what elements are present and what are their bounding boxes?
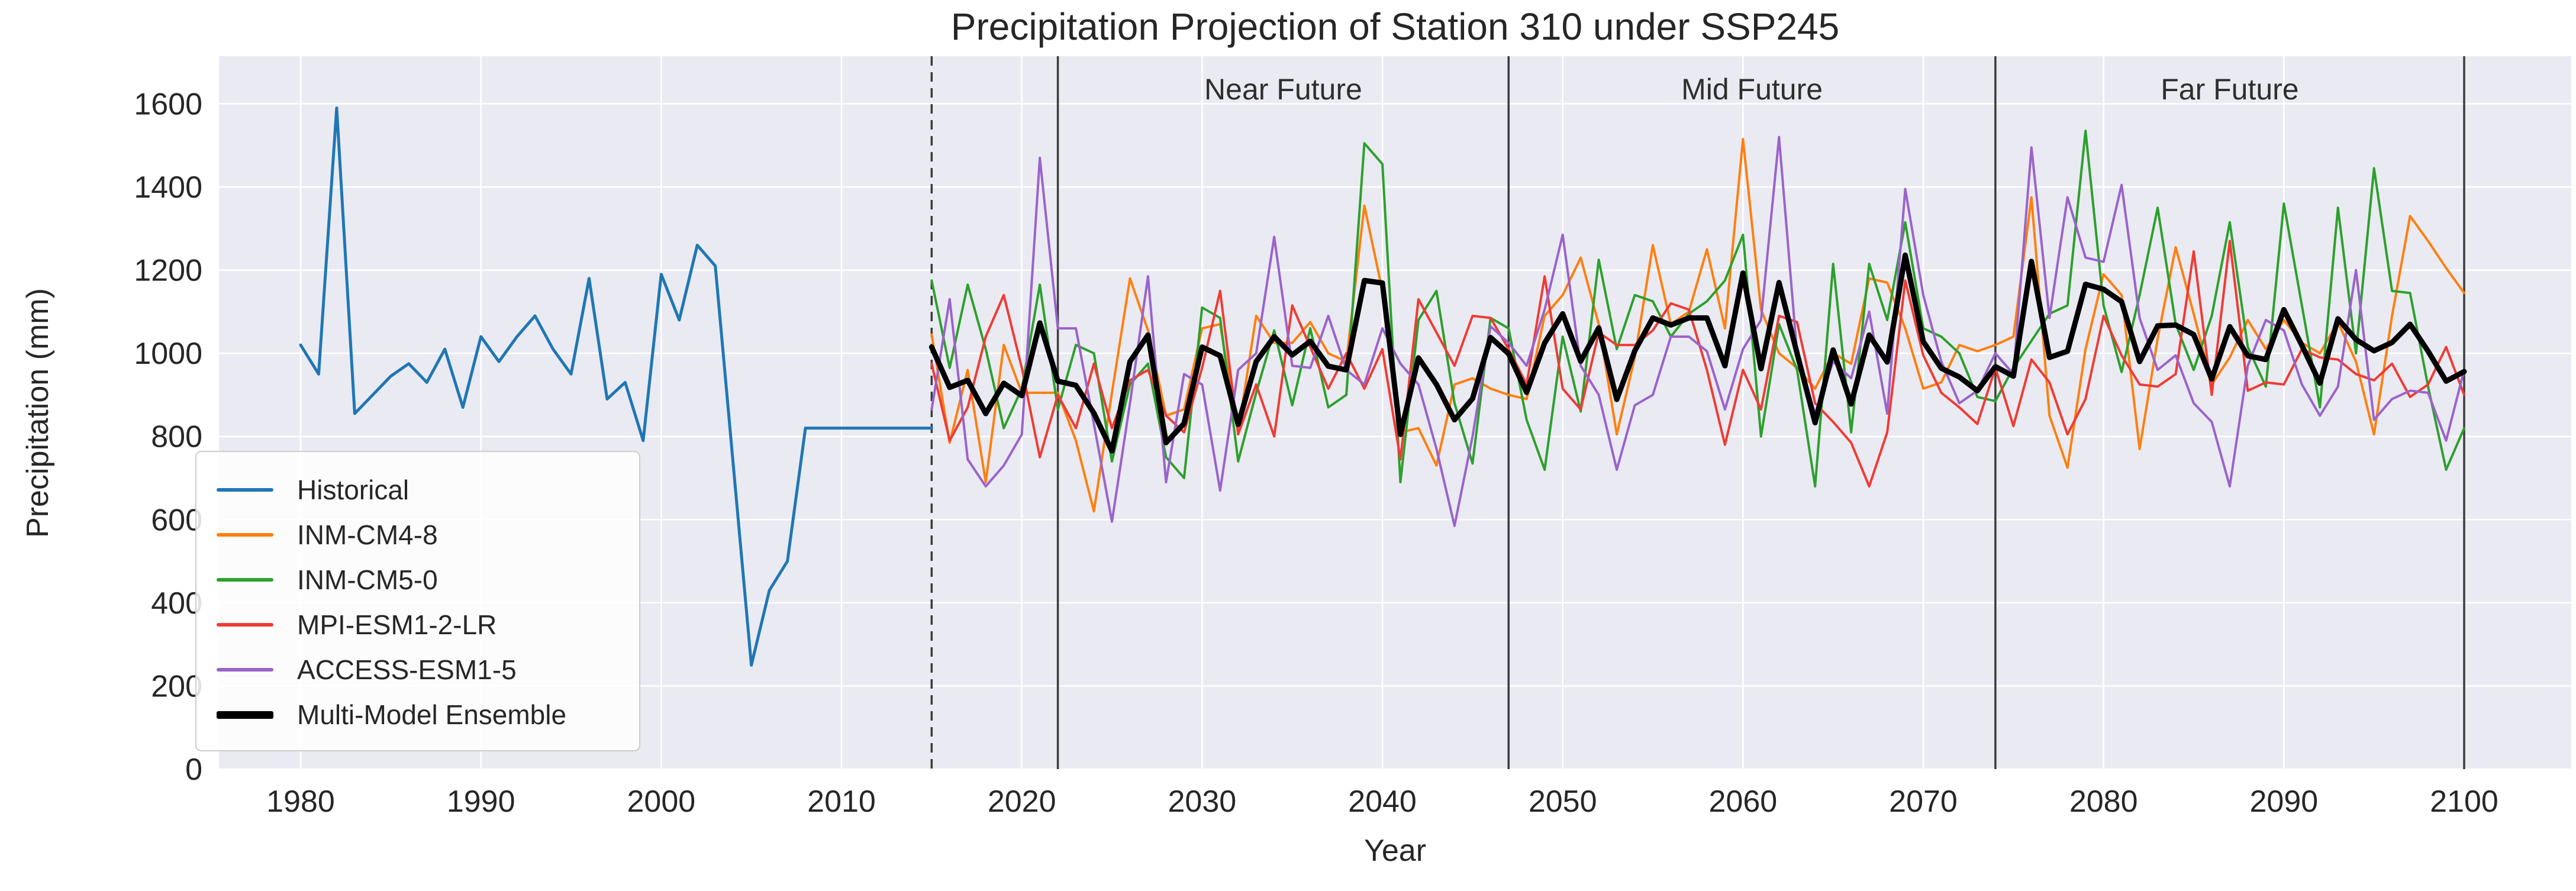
x-axis-label: Year [1363,834,1427,868]
legend-swatch-icon [217,533,273,537]
series-line-inm-cm5-0 [930,130,2466,488]
legend-item: Multi-Model Ensemble [217,692,639,737]
legend-label: ACCESS-ESM1-5 [297,654,517,685]
y-tick-label: 1200 [134,254,202,288]
legend-swatch-icon [217,488,273,492]
series-line-multi-model-ensemble [928,252,2467,454]
y-tick-label: 0 [185,753,202,787]
x-tick-label: 2010 [807,785,876,819]
x-tick-label: 1990 [447,785,515,819]
y-tick-label: 600 [151,503,202,537]
y-tick-label: 1400 [134,170,202,205]
x-tick-label: 2080 [2069,785,2138,819]
legend-label: Historical [297,474,410,505]
legend-swatch-icon [217,578,273,582]
y-tick-label: 800 [151,420,202,454]
legend-item: MPI-ESM1-2-LR [217,602,639,647]
x-tick-label: 2050 [1529,785,1597,819]
legend-swatch-icon [217,711,273,719]
y-tick-label: 1600 [134,87,202,121]
series-line-access-esm1-5 [930,135,2466,527]
x-tick-label: 1980 [266,785,335,819]
legend-swatch-icon [217,623,273,627]
x-tick-label: 2100 [2430,785,2498,819]
x-tick-label: 2020 [988,785,1056,819]
x-tick-label: 2000 [627,785,695,819]
legend-label: INM-CM5-0 [297,564,438,595]
y-tick-label: 200 [151,669,202,703]
period-label: Near Future [1204,73,1362,106]
legend-label: MPI-ESM1-2-LR [297,609,497,640]
x-tick-label: 2060 [1708,785,1777,819]
legend-item: INM-CM5-0 [217,557,639,602]
legend-item: ACCESS-ESM1-5 [217,647,639,692]
y-tick-label: 400 [151,586,202,621]
legend-item: INM-CM4-8 [217,512,639,557]
x-tick-label: 2090 [2249,785,2318,819]
period-label: Far Future [2161,73,2298,106]
chart-legend: Historical INM-CM4-8 INM-CM5-0 MPI-ESM1-2-L… [195,451,640,751]
legend-swatch-icon [217,668,273,672]
period-label: Mid Future [1681,73,1823,106]
chart-title: Precipitation Projection of Station 310 … [950,5,1840,48]
x-tick-label: 2040 [1348,785,1417,819]
x-tick-label: 2030 [1168,785,1236,819]
y-tick-label: 1000 [134,337,202,371]
legend-item: Historical [217,467,639,512]
series-line-historical [299,106,933,667]
legend-label: Multi-Model Ensemble [297,699,567,730]
legend-label: INM-CM4-8 [297,519,438,550]
x-tick-label: 2070 [1889,785,1958,819]
